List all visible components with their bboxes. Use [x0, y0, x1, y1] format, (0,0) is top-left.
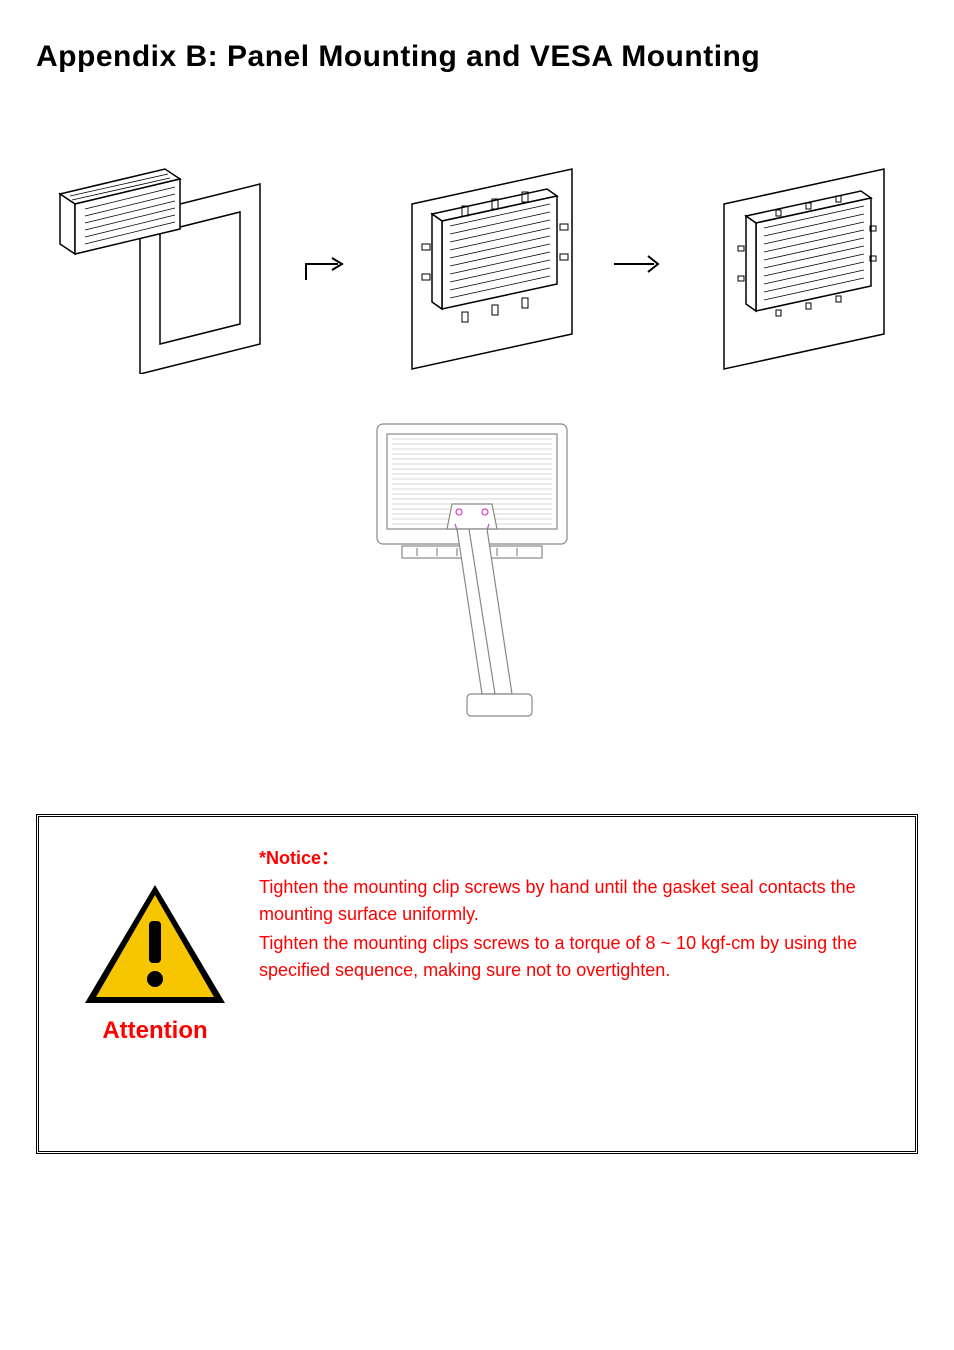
page-title: Appendix B: Panel Mounting and VESA Moun… — [36, 40, 918, 74]
attention-column: Attention — [75, 879, 235, 1045]
notice-body-2: Tighten the mounting clips screws to a t… — [259, 930, 879, 984]
diagram-step-2 — [372, 154, 592, 374]
diagram-step-1 — [50, 154, 280, 374]
arrow-icon — [298, 236, 354, 292]
arrow-icon — [610, 244, 666, 284]
panel-mount-steps-row — [36, 154, 918, 374]
notice-text: *Notice： Tighten the mounting clip screw… — [259, 845, 879, 984]
notice-box: Attention *Notice： Tighten the mounting … — [36, 814, 918, 1154]
warning-triangle-icon — [80, 879, 230, 1009]
diagram-step-3 — [684, 154, 904, 374]
notice-body-1: Tighten the mounting clip screws by hand… — [259, 874, 879, 928]
diagram-vesa-stand — [347, 404, 607, 724]
attention-label: Attention — [102, 1017, 207, 1045]
vesa-stand-diagram-row — [36, 404, 918, 724]
notice-heading: *Notice： — [259, 845, 879, 872]
